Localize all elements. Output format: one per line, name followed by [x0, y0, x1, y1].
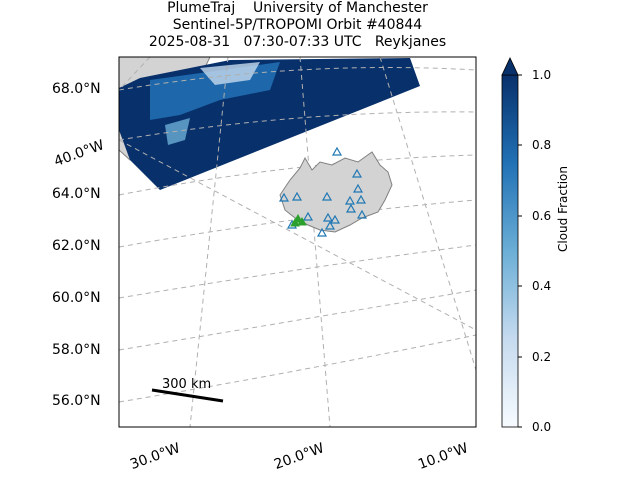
lat-label-68: 68.0°N: [52, 81, 101, 97]
volcano-marker: [351, 168, 363, 178]
volcano-marker: [322, 212, 334, 222]
volcano-markers: [278, 146, 368, 237]
title-line-1: PlumeTraj University of Manchester: [167, 0, 428, 16]
cloud-swath-bright: [200, 62, 260, 85]
scale-bar-label: 300 km: [162, 377, 212, 392]
volcano-marker: [331, 146, 343, 156]
colorbar-ticks: [518, 74, 522, 428]
colorbar-tick-label: 0.4: [532, 279, 552, 293]
volcano-marker: [291, 191, 303, 201]
colorbar-tick-label: 0.6: [532, 209, 552, 223]
longitude-gridlines: [119, 57, 476, 427]
volcano-marker: [278, 192, 290, 202]
volcano-marker: [356, 209, 368, 219]
map-frame: [118, 56, 477, 428]
volcano-marker: [324, 220, 336, 230]
volcano-marker: [352, 183, 364, 193]
colorbar-tick-label: 0.8: [532, 138, 552, 152]
colorbar-tick-label: 0.0: [532, 420, 552, 434]
colorbar-label: Cloud Fraction: [556, 166, 570, 252]
volcano-marker: [345, 203, 357, 213]
volcano-marker: [355, 194, 367, 204]
volcano-marker: [321, 191, 333, 201]
colorbar-tick-label: 1.0: [532, 68, 552, 82]
volcano-marker: [344, 195, 356, 205]
volcano-marker: [316, 227, 328, 237]
lat-label-62: 62.0°N: [52, 238, 101, 254]
title-line-2: Sentinel-5P/TROPOMI Orbit #40844: [172, 17, 423, 33]
colorbar-tick-label: 0.2: [532, 350, 552, 364]
colorbar-extend-arrow: [501, 57, 519, 76]
vent-marker: [290, 213, 307, 227]
map-area: [119, 57, 476, 427]
colorbar-bar: [501, 74, 519, 428]
volcano-marker: [302, 211, 314, 221]
scale-bar: [151, 388, 224, 403]
lat-label-58: 58.0°N: [52, 342, 101, 358]
lat-label-56: 56.0°N: [52, 393, 101, 409]
volcano-marker: [329, 214, 341, 224]
title-line-3: 2025-08-31 07:30-07:33 UTC Reykjanes: [148, 34, 447, 50]
lat-label-64: 64.0°N: [52, 186, 101, 202]
lat-label-60: 60.0°N: [52, 290, 101, 306]
